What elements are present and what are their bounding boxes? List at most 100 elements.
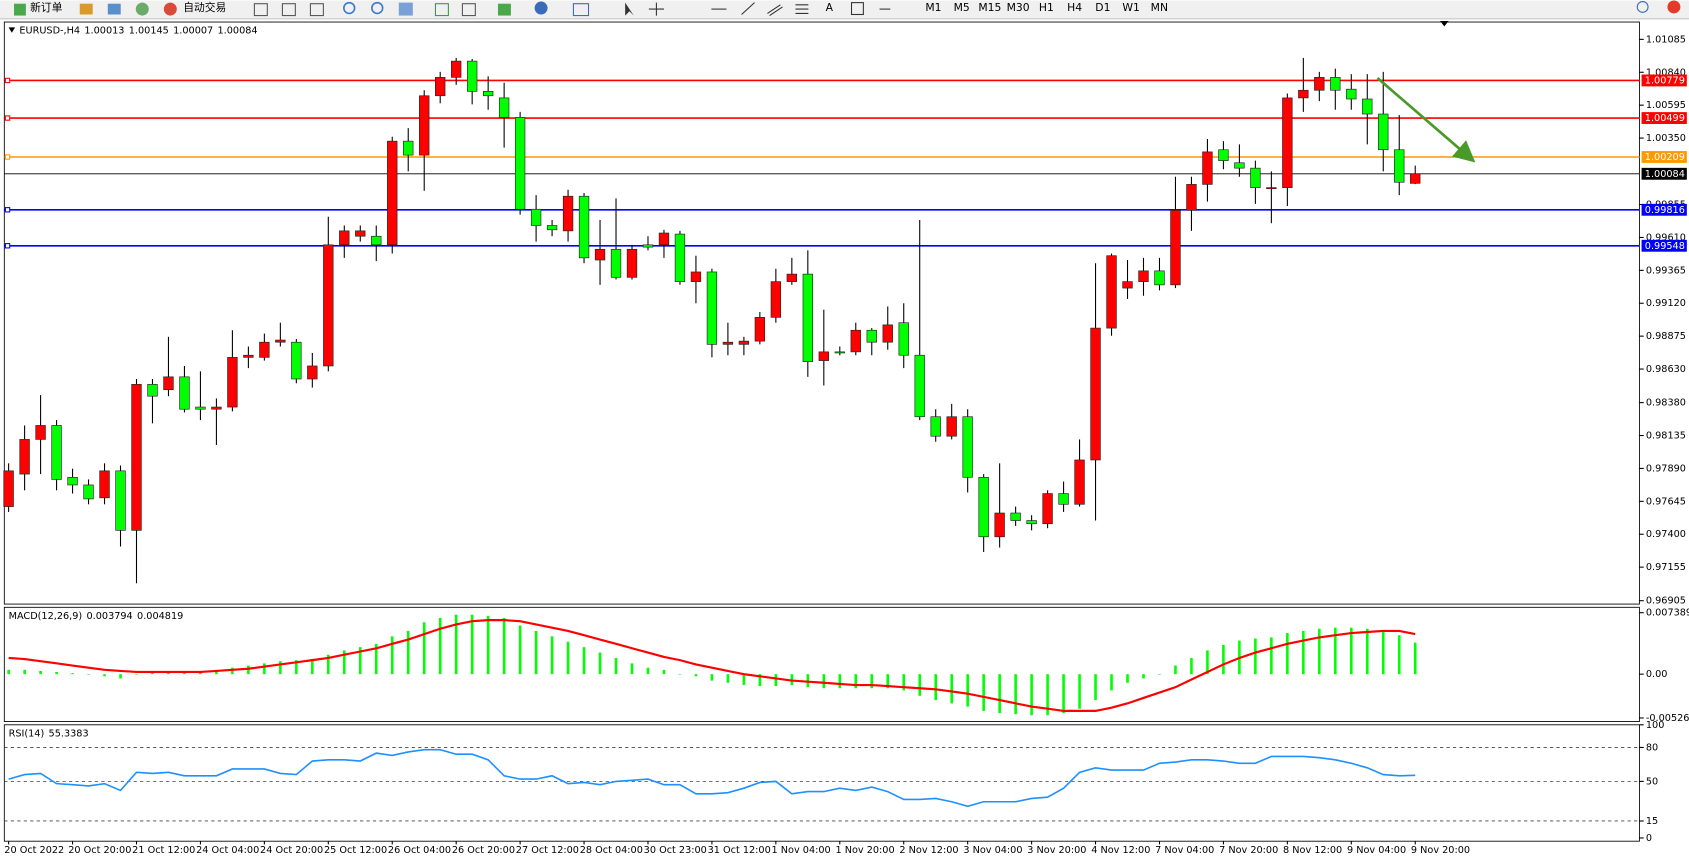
macd-bar: [950, 674, 953, 704]
level-label: 0.99816: [1645, 205, 1685, 216]
macd-bar: [1046, 674, 1049, 716]
y-tick-label: 0.97400: [1646, 529, 1686, 540]
crosshair-tool[interactable]: [648, 2, 664, 16]
fibo-tool[interactable]: [795, 4, 809, 14]
symbol: EURUSD-,H4: [19, 26, 80, 37]
main-header: EURUSD-,H4 1.00013 1.00145 1.00007 1.00084: [19, 26, 257, 37]
y-tick-label: 0: [1646, 833, 1652, 844]
timeframe-button[interactable]: D1: [1095, 1, 1110, 14]
label-tool[interactable]: [850, 2, 864, 16]
trendline-tool[interactable]: [741, 2, 755, 15]
timeframe-button[interactable]: MN: [1151, 1, 1168, 14]
macd-bar: [678, 674, 682, 675]
auto-trading-icon[interactable]: [163, 2, 177, 16]
macd-bar: [1142, 674, 1145, 679]
signal-line: [8, 619, 1416, 712]
icon[interactable]: [398, 2, 413, 16]
level-handle: [4, 154, 11, 160]
y-tick-label: 50: [1646, 776, 1658, 787]
candle-body: [19, 439, 30, 475]
candle-body: [403, 140, 414, 156]
candle-body: [275, 339, 286, 343]
icon[interactable]: [572, 3, 590, 17]
auto-trading-button[interactable]: 自动交易: [183, 1, 226, 14]
level-label-bg: [1641, 203, 1687, 216]
search-icon[interactable]: [1636, 1, 1649, 13]
candle-body: [1250, 167, 1261, 188]
new-order-icon[interactable]: [14, 3, 26, 16]
macd-bar: [966, 674, 969, 707]
candle-body: [546, 225, 558, 231]
channel-tool[interactable]: [767, 4, 783, 17]
timeframe-button[interactable]: M5: [954, 1, 970, 14]
candle-body: [1410, 173, 1421, 184]
alert-icon[interactable]: [1667, 0, 1681, 14]
icon[interactable]: [281, 3, 296, 17]
icon[interactable]: [461, 3, 476, 17]
rsi-header: RSI(14) 55.3383: [9, 728, 89, 739]
candle-body: [834, 351, 845, 354]
macd-bar: [1014, 674, 1017, 715]
candle-body: [179, 376, 190, 410]
y-tick-label: 0.00: [1646, 669, 1668, 680]
candle-body: [115, 470, 126, 531]
candle-body: [690, 271, 702, 282]
timeframe-button[interactable]: W1: [1122, 1, 1140, 14]
macd-bar: [103, 674, 106, 677]
candle-body: [1170, 209, 1181, 286]
current-price-label: 1.00084: [1645, 169, 1685, 180]
zoom-in[interactable]: [343, 1, 356, 15]
timeframe-button[interactable]: H4: [1067, 1, 1082, 14]
trend-arrow: [1376, 77, 1476, 163]
y-tick-label: 15: [1646, 816, 1658, 827]
candle-body: [355, 230, 366, 237]
macd-bar: [279, 661, 282, 675]
macd-bar: [1349, 627, 1353, 675]
macd-bar: [1222, 644, 1225, 675]
macd-bar: [406, 630, 410, 675]
candle-body: [802, 273, 814, 362]
macd-bar: [7, 669, 10, 675]
candle-body: [610, 248, 622, 278]
close: 1.00084: [218, 26, 258, 37]
candle-body: [435, 77, 446, 97]
icon[interactable]: [434, 3, 449, 17]
rsi-pane: [3, 724, 1640, 842]
timeframe-button[interactable]: H1: [1039, 1, 1054, 14]
zoom-out[interactable]: [371, 1, 384, 15]
level-label-bg: [1641, 112, 1687, 124]
macd-bar: [1158, 674, 1161, 675]
high: 1.00145: [129, 26, 169, 37]
icon[interactable]: [497, 3, 511, 16]
icon[interactable]: [107, 3, 121, 15]
icon[interactable]: [79, 3, 93, 15]
icon[interactable]: [253, 3, 268, 17]
candle-body: [706, 271, 718, 345]
candle-body: [35, 425, 46, 440]
cursor-tool[interactable]: [625, 2, 634, 16]
x-tick-label: 3 Nov 04:00: [963, 845, 1022, 856]
candle-body: [1282, 97, 1293, 188]
timeframe-button[interactable]: M30: [1007, 1, 1030, 14]
macd-bar: [662, 669, 666, 675]
text-tool[interactable]: A: [826, 1, 834, 14]
candle-body: [1138, 270, 1149, 282]
level-handle: [4, 77, 11, 84]
new-order-button[interactable]: 新订单: [30, 1, 63, 14]
macd-bar: [119, 674, 122, 679]
y-tick-label: 0.98875: [1646, 331, 1686, 342]
timeframe-button[interactable]: M15: [978, 1, 1001, 14]
macd-bar: [1206, 650, 1209, 675]
y-tick-label: 0.98630: [1646, 364, 1686, 375]
candle-body: [514, 117, 526, 210]
open: 1.00013: [84, 26, 124, 37]
rsi-title: RSI(14): [9, 728, 45, 739]
icon[interactable]: [309, 3, 324, 17]
macd-bar: [1110, 674, 1113, 691]
timeframe-button[interactable]: M1: [925, 1, 941, 14]
icon[interactable]: [534, 1, 548, 15]
macd-bar: [918, 674, 922, 696]
macd-bar: [1413, 642, 1417, 675]
icon[interactable]: [135, 2, 149, 16]
